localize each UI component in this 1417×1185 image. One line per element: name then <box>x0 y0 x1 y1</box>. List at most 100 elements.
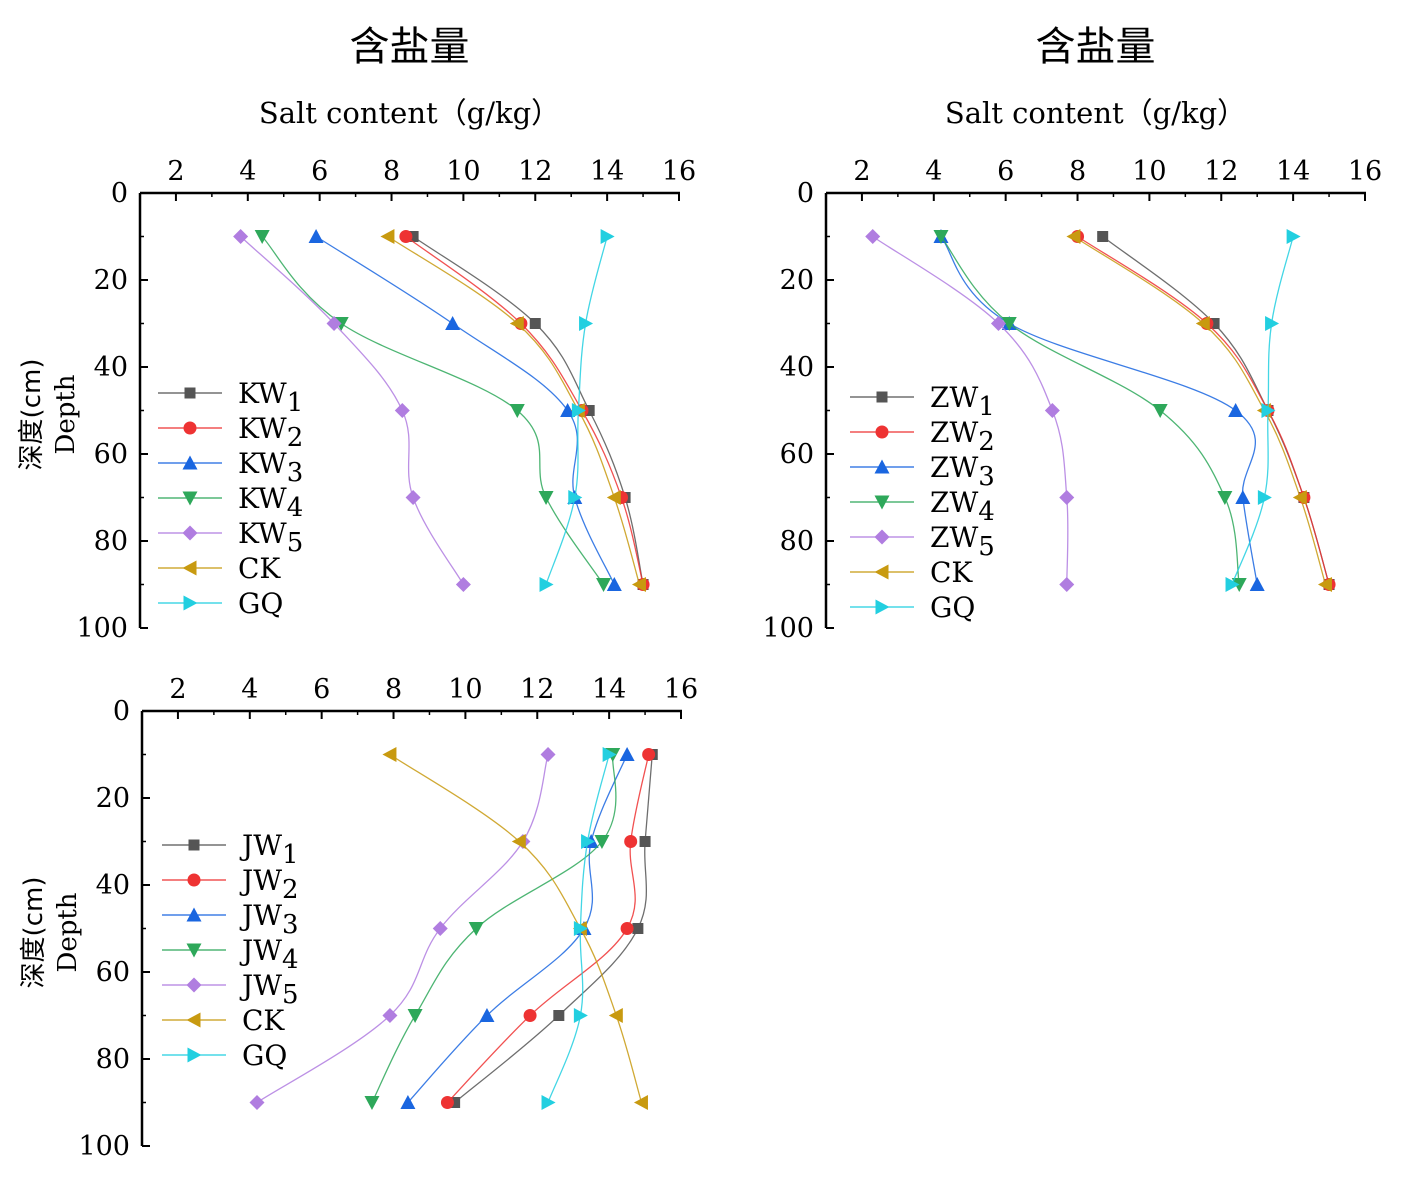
data-point <box>1286 229 1301 244</box>
data-point <box>382 1008 398 1023</box>
data-point <box>1195 316 1210 331</box>
legend-marker <box>188 839 200 851</box>
data-point <box>568 490 583 505</box>
series-line <box>872 235 1069 585</box>
x-tick-label: 6 <box>997 156 1014 187</box>
legend-label: JW1 <box>239 829 299 870</box>
data-point <box>1225 577 1240 592</box>
y-tick-label: 0 <box>111 178 128 209</box>
y-axis-label-en: Depth <box>51 374 81 454</box>
legend-item: ZW2 <box>850 416 995 457</box>
data-point <box>540 747 556 762</box>
series-gq <box>1225 229 1301 592</box>
data-point <box>579 316 594 331</box>
series-line <box>387 235 641 585</box>
series-line <box>1073 235 1327 585</box>
data-point <box>600 229 615 244</box>
legend-item: JW3 <box>162 899 299 940</box>
data-point <box>990 316 1006 331</box>
y-tick-label: 80 <box>780 526 814 557</box>
legend-label: JW3 <box>239 899 299 940</box>
legend-item: KW2 <box>158 412 303 453</box>
legend-marker <box>187 873 201 887</box>
legend-label: GQ <box>238 587 283 620</box>
data-point <box>865 229 881 244</box>
x-tick-label: 8 <box>1069 156 1086 187</box>
legend-marker <box>186 907 202 922</box>
data-point <box>602 747 617 762</box>
data-point <box>529 318 541 329</box>
legend-item: JW5 <box>162 969 299 1010</box>
series-ck <box>382 747 648 1110</box>
legend-item: KW5 <box>158 517 303 558</box>
legend-marker <box>186 1012 201 1028</box>
series-kw1 <box>407 231 649 590</box>
legend-label: JW4 <box>239 934 299 975</box>
series-kw2 <box>399 230 650 591</box>
series-line <box>261 236 605 585</box>
data-point <box>405 490 421 505</box>
chart-panel-1: 含盐量 Salt content（g/kg） 深度(cm) Depth 2 4 6 8 10 12… <box>17 24 696 644</box>
series-kw5 <box>233 229 471 592</box>
legend-label: JW5 <box>239 969 299 1010</box>
legend-marker <box>186 943 202 958</box>
legend-label: KW5 <box>238 517 303 558</box>
data-point <box>1249 577 1265 591</box>
x-tick-label: 2 <box>167 156 184 187</box>
chart-title: 含盐量 <box>350 24 470 70</box>
x-tick-label: 16 <box>1348 156 1382 187</box>
data-point <box>254 230 270 244</box>
legend-marker <box>184 387 196 399</box>
legend-label: CK <box>238 552 281 585</box>
legend-label: KW3 <box>238 447 303 488</box>
legend-item: CK <box>162 1004 285 1037</box>
data-point <box>1059 577 1075 592</box>
data-point <box>468 922 484 936</box>
legend-marker <box>183 421 197 435</box>
legend-label: ZW2 <box>930 416 995 457</box>
data-point <box>632 923 644 934</box>
data-point <box>1228 403 1244 417</box>
data-point <box>399 230 413 243</box>
y-tick-label: 80 <box>94 526 128 557</box>
x-tick-label: 4 <box>925 156 942 187</box>
legend-marker <box>182 491 198 506</box>
legend-label: KW2 <box>238 412 303 453</box>
series-zw4 <box>933 230 1247 592</box>
x-tick-label: 14 <box>1276 156 1310 187</box>
y-axis-label-en: Depth <box>53 892 83 972</box>
chart-panel-2: 含盐量 Salt content（g/kg） 2 4 6 8 10 12 14 16 0 20 40 60… <box>762 24 1382 644</box>
data-point <box>633 1095 648 1110</box>
data-point <box>624 835 638 848</box>
legend-item: GQ <box>158 587 283 620</box>
data-point <box>523 1009 537 1022</box>
x-tick-label: 2 <box>169 674 186 705</box>
x-tick-label: 8 <box>385 674 402 705</box>
x-tick-label: 10 <box>446 156 480 187</box>
legend-item: CK <box>850 556 973 589</box>
x-tick-label: 16 <box>662 156 696 187</box>
legend-marker <box>186 977 202 993</box>
data-point <box>594 835 610 849</box>
data-point <box>1001 317 1017 331</box>
series-line <box>940 236 1258 585</box>
data-point <box>608 1008 623 1023</box>
x-tick-label: 10 <box>448 674 482 705</box>
data-point <box>560 403 576 417</box>
data-point <box>479 1008 495 1022</box>
legend-marker <box>182 525 198 541</box>
x-tick-label: 16 <box>664 674 698 705</box>
data-point <box>1317 577 1332 592</box>
legend-label: CK <box>242 1004 285 1037</box>
legend-marker <box>183 595 198 611</box>
data-point <box>573 921 588 936</box>
y-tick-label: 40 <box>96 870 130 901</box>
series-zw1 <box>1097 231 1335 590</box>
y-tick-label: 60 <box>780 439 814 470</box>
x-tick-label: 4 <box>241 674 258 705</box>
legend-item: JW1 <box>162 829 299 870</box>
legend-item: ZW1 <box>850 381 995 422</box>
y-tick-label: 0 <box>797 178 814 209</box>
